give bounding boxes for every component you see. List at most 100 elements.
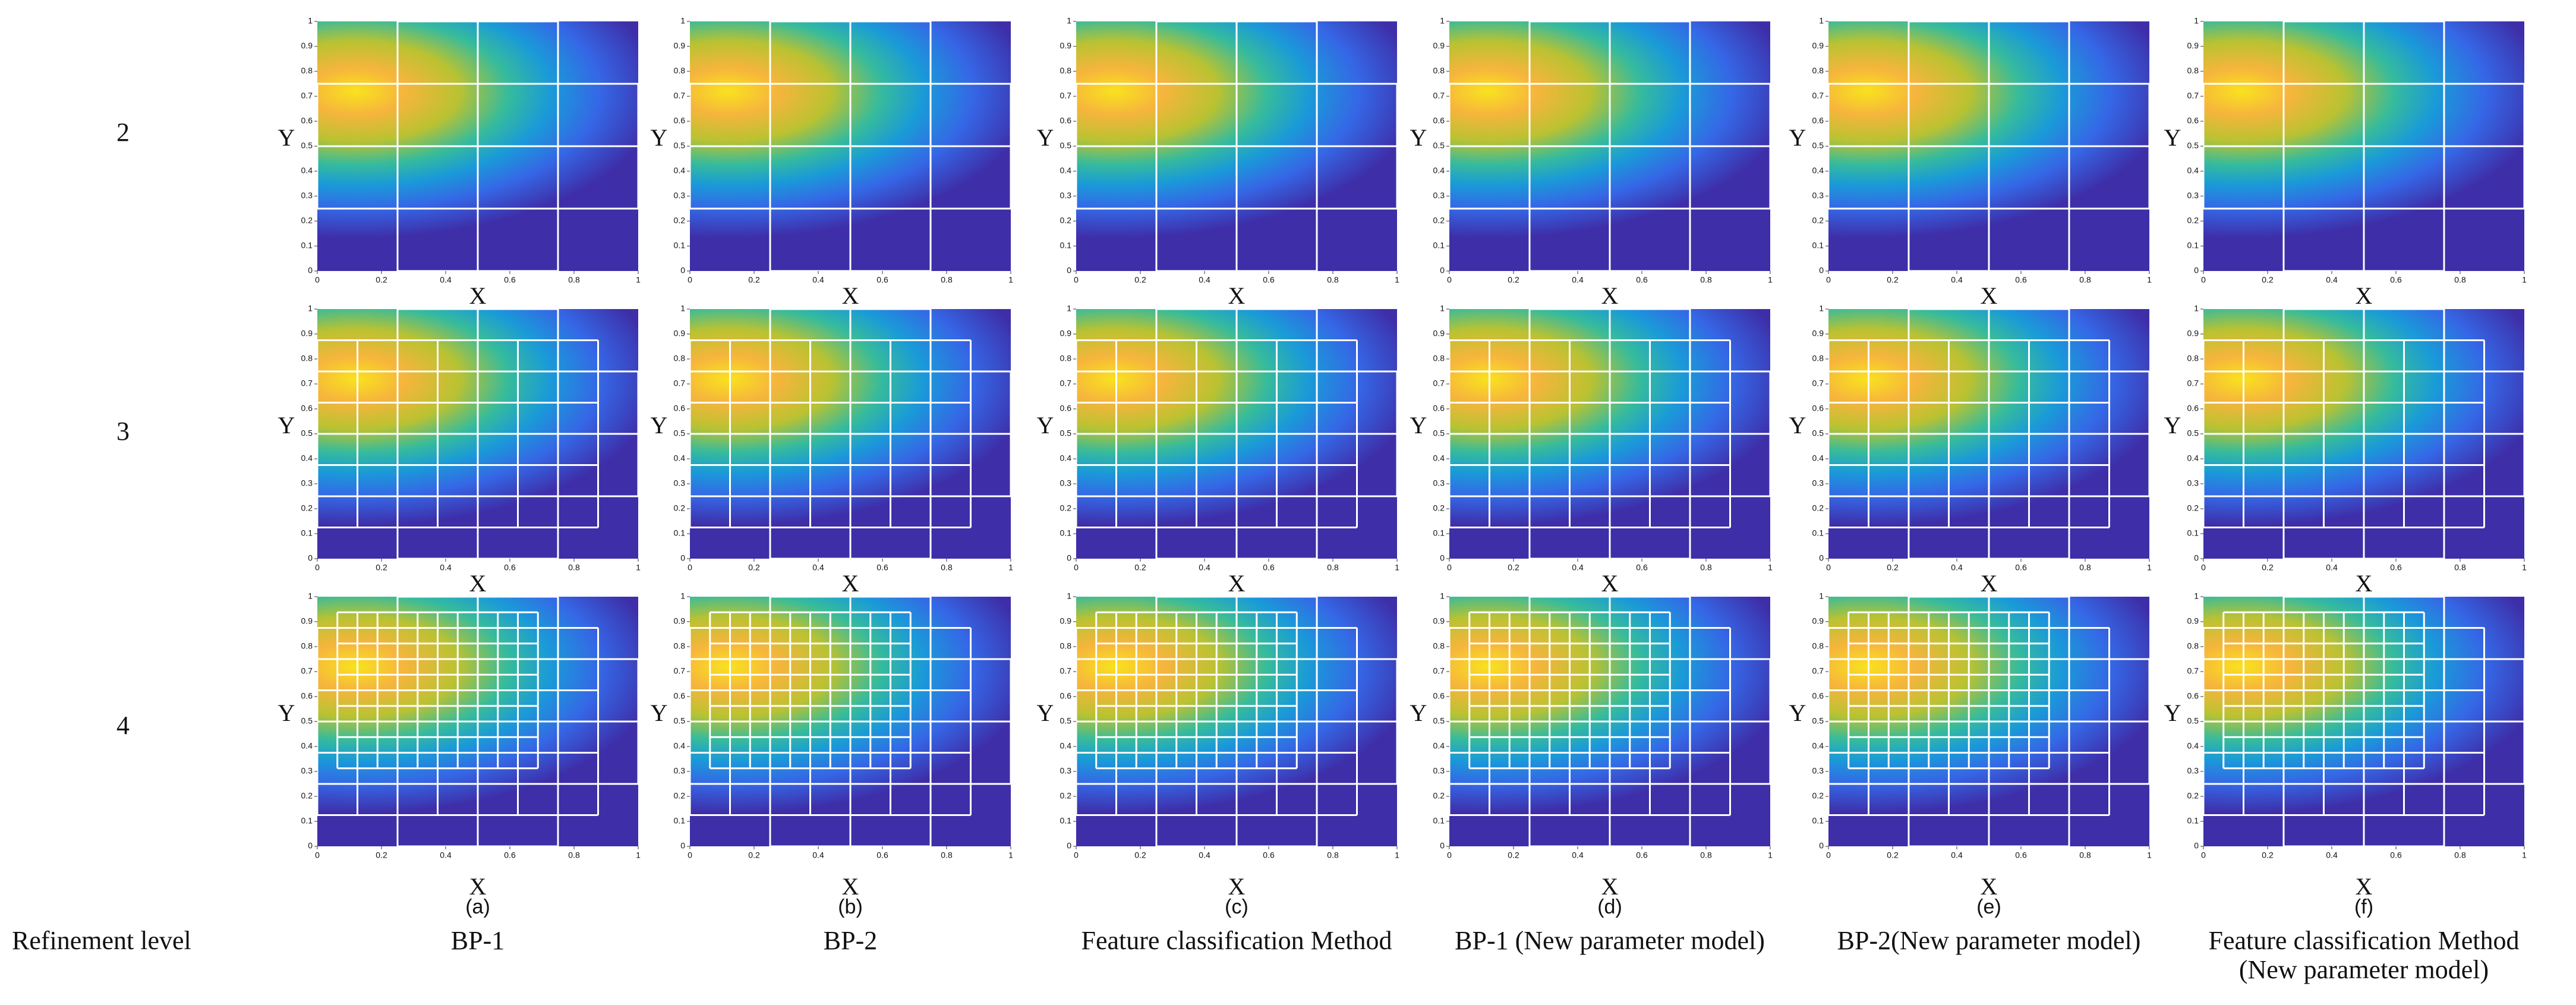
y-tick-label: 0.3 xyxy=(1060,766,1072,776)
y-tick-label: 1 xyxy=(1067,304,1071,313)
y-tick-label: 0.9 xyxy=(1433,329,1445,338)
y-tick-label: 0.6 xyxy=(1060,691,1072,701)
x-axis-label: X xyxy=(1981,282,1998,309)
panel: 0 0.1 0.2 0.3 0.4 0.5 0.6 0.7 0.8 0.9 1 0 0.2 0.4 0.6 0… xyxy=(2164,16,2527,309)
y-tick-label: 1 xyxy=(680,304,685,313)
y-tick-label: 0.7 xyxy=(1060,91,1072,100)
y-tick-label: 0.8 xyxy=(2187,66,2199,75)
y-tick-label: 0.3 xyxy=(301,766,313,776)
y-tick-label: 0.3 xyxy=(1433,766,1445,776)
x-tick-label: 0.6 xyxy=(504,850,516,860)
y-tick-label: 0.1 xyxy=(301,816,313,826)
y-tick-label: 0.5 xyxy=(1433,141,1445,150)
y-tick-label: 0.7 xyxy=(301,666,313,676)
y-tick-label: 0.4 xyxy=(2187,453,2199,463)
panel: 0 0.1 0.2 0.3 0.4 0.5 0.6 0.7 0.8 0.9 1 0 0.2 0.4 0.6 0… xyxy=(1789,591,2152,900)
x-tick-label: 0.8 xyxy=(568,850,580,860)
y-tick-label: 0.5 xyxy=(1812,716,1824,726)
x-tick-label: 1 xyxy=(1768,275,1773,285)
y-tick-label: 0.3 xyxy=(2187,478,2199,488)
x-tick-label: 1 xyxy=(2522,275,2527,285)
y-tick-label: 0.1 xyxy=(2187,816,2199,826)
y-tick-label: 0.8 xyxy=(1060,66,1072,75)
y-tick-label: 0.6 xyxy=(301,116,313,125)
x-tick-label: 0.6 xyxy=(1636,275,1648,285)
y-tick-label: 0.9 xyxy=(1812,329,1824,338)
y-tick-label: 0 xyxy=(1440,841,1445,850)
x-tick-label: 0.4 xyxy=(1199,275,1210,285)
x-tick-label: 0.4 xyxy=(812,850,824,860)
y-tick-label: 0.5 xyxy=(2187,141,2199,150)
method-label-line2: (New parameter model) xyxy=(2239,955,2489,984)
x-tick-label: 0.4 xyxy=(1951,563,1963,572)
y-tick-label: 0.2 xyxy=(1812,216,1824,225)
y-tick-label: 0.3 xyxy=(301,191,313,200)
y-tick-label: 0.7 xyxy=(674,666,686,676)
y-tick-label: 0.2 xyxy=(301,216,313,225)
y-tick-label: 1 xyxy=(1067,591,1071,601)
y-tick-label: 0.4 xyxy=(674,166,686,175)
y-tick-label: 0.8 xyxy=(1812,354,1824,363)
y-tick-label: 0.9 xyxy=(674,41,686,51)
y-tick-label: 0.5 xyxy=(2187,716,2199,726)
y-tick-label: 0.3 xyxy=(1060,478,1072,488)
y-tick-label: 0.5 xyxy=(1060,141,1072,150)
y-tick-label: 0 xyxy=(1819,841,1824,850)
y-tick-label: 0 xyxy=(308,266,313,275)
x-tick-label: 0.8 xyxy=(2454,275,2466,285)
x-tick-label: 0 xyxy=(688,275,692,285)
x-tick-label: 0.4 xyxy=(1572,563,1584,572)
panel: 0 0.1 0.2 0.3 0.4 0.5 0.6 0.7 0.8 0.9 1 0 0.2 0.4 0.6 0… xyxy=(1789,16,2152,309)
x-tick-label: 0.8 xyxy=(2079,563,2091,572)
y-tick-label: 1 xyxy=(2194,16,2199,26)
x-tick-label: 0.4 xyxy=(812,563,824,572)
x-tick-label: 0.4 xyxy=(1199,563,1210,572)
y-axis-label: Y xyxy=(278,412,295,439)
x-tick-label: 0 xyxy=(2201,275,2206,285)
y-tick-label: 0.9 xyxy=(1433,616,1445,626)
x-tick-label: 1 xyxy=(1008,275,1013,285)
x-tick-label: 0.4 xyxy=(1572,275,1584,285)
x-tick-label: 0.2 xyxy=(2262,850,2274,860)
x-tick-label: 0.8 xyxy=(568,563,580,572)
x-axis-label: X xyxy=(1981,570,1998,597)
y-tick-label: 1 xyxy=(308,304,313,313)
x-tick-label: 0.2 xyxy=(1134,850,1146,860)
x-tick-label: 0.6 xyxy=(2390,275,2402,285)
y-tick-label: 0.2 xyxy=(1812,503,1824,513)
y-tick-label: 0.5 xyxy=(674,141,686,150)
x-tick-label: 0.8 xyxy=(1327,275,1339,285)
y-tick-label: 0.7 xyxy=(1812,666,1824,676)
x-axis-label: X xyxy=(842,873,859,900)
x-tick-label: 0.6 xyxy=(504,275,516,285)
y-tick-label: 0.7 xyxy=(1060,666,1072,676)
panel: 0 0.1 0.2 0.3 0.4 0.5 0.6 0.7 0.8 0.9 1 0 0.2 0.4 0.6 0… xyxy=(1037,16,1400,309)
y-tick-label: 0.6 xyxy=(1812,404,1824,413)
y-tick-label: 0.4 xyxy=(301,741,313,751)
y-tick-label: 0.2 xyxy=(2187,216,2199,225)
y-tick-label: 0.4 xyxy=(1433,741,1445,751)
x-tick-label: 1 xyxy=(2522,563,2527,572)
y-tick-label: 0.4 xyxy=(2187,166,2199,175)
subfigure-letter: (f) xyxy=(2354,896,2373,918)
x-tick-label: 0.4 xyxy=(440,275,452,285)
x-axis-label: X xyxy=(842,282,859,309)
x-tick-label: 0 xyxy=(1074,563,1079,572)
y-axis-label: Y xyxy=(651,124,668,151)
row-label: 2 xyxy=(116,118,130,147)
method-label: Feature classification Method xyxy=(1082,926,1392,955)
x-tick-label: 0.4 xyxy=(1199,850,1210,860)
x-axis-label: X xyxy=(842,570,859,597)
x-tick-label: 1 xyxy=(636,275,641,285)
y-tick-label: 0.7 xyxy=(301,379,313,388)
y-tick-label: 0.3 xyxy=(2187,191,2199,200)
y-tick-label: 0.8 xyxy=(1812,66,1824,75)
y-tick-label: 0.1 xyxy=(1060,528,1072,538)
panel: 0 0.1 0.2 0.3 0.4 0.5 0.6 0.7 0.8 0.9 1 0 0.2 0.4 0.6 0… xyxy=(651,591,1014,900)
y-tick-label: 0.9 xyxy=(2187,41,2199,51)
y-tick-label: 0.4 xyxy=(301,166,313,175)
x-tick-label: 0.6 xyxy=(2015,850,2027,860)
y-axis-label: Y xyxy=(1037,700,1054,726)
method-label: BP-2(New parameter model) xyxy=(1837,926,2141,955)
subfigure-letter: (e) xyxy=(1976,896,2001,918)
